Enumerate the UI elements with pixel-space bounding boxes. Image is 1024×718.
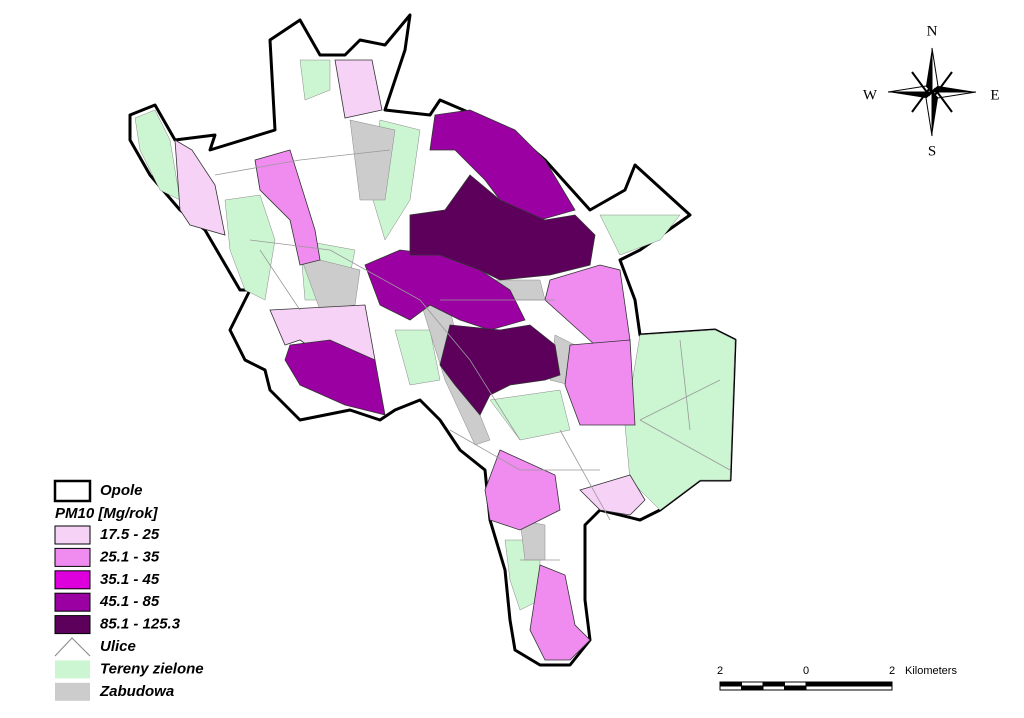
land-area	[299, 254, 361, 311]
scale-label: 2	[889, 665, 895, 677]
scale-label: 2	[717, 665, 723, 677]
legend-label: 85.1 - 125.3	[100, 616, 181, 633]
land-area	[624, 329, 736, 511]
legend-swatch	[55, 660, 90, 679]
compass-label: S	[928, 143, 936, 159]
land-area	[224, 194, 276, 301]
legend-label: 35.1 - 45	[100, 571, 160, 588]
land-area	[394, 329, 441, 386]
compass-rose	[887, 47, 977, 137]
legend-label: Opole	[100, 482, 143, 499]
land-area	[599, 214, 681, 256]
legend-label: Ulice	[100, 638, 136, 655]
land-area	[299, 59, 331, 101]
emission-zone	[409, 174, 596, 281]
legend-swatch	[54, 547, 91, 567]
legend-line-symbol	[54, 637, 91, 657]
legend-swatch	[54, 592, 91, 612]
compass-label: W	[863, 87, 878, 103]
compass-label: E	[990, 87, 999, 103]
compass-label: N	[927, 23, 938, 39]
emission-zone	[254, 149, 321, 266]
scale-label: 0	[803, 665, 809, 677]
legend-label: Tereny zielone	[100, 660, 204, 677]
land-area	[489, 389, 571, 441]
emission-zone	[284, 339, 386, 416]
emission-zone	[334, 59, 383, 119]
legend-label: 45.1 - 85	[99, 593, 160, 610]
emission-zone	[564, 339, 636, 426]
scale-bar	[719, 681, 893, 691]
legend-label: 25.1 - 35	[99, 548, 160, 565]
boundary-swatch	[53, 479, 92, 503]
land-area	[349, 119, 396, 201]
land-use	[134, 59, 736, 611]
emission-zone	[174, 139, 226, 236]
emission-zone	[439, 324, 561, 416]
legend-label: 17.5 - 25	[100, 526, 160, 543]
legend-swatch	[54, 615, 91, 635]
legend-swatch	[55, 682, 90, 701]
legend-title: PM10 [Mg/rok]	[55, 505, 159, 522]
legend: 17.5 - 25 25.1 - 35 35.1 - 45 45.1 - 85 85.1…	[54, 525, 204, 701]
emission-zone	[529, 564, 591, 661]
legend-label: Zabudowa	[99, 683, 174, 700]
legend-swatch	[54, 525, 91, 545]
emission-zones	[174, 59, 646, 661]
emission-zone	[579, 474, 646, 516]
scale-unit: Kilometers	[905, 665, 957, 677]
streets	[214, 149, 731, 561]
legend-swatch	[54, 570, 91, 590]
